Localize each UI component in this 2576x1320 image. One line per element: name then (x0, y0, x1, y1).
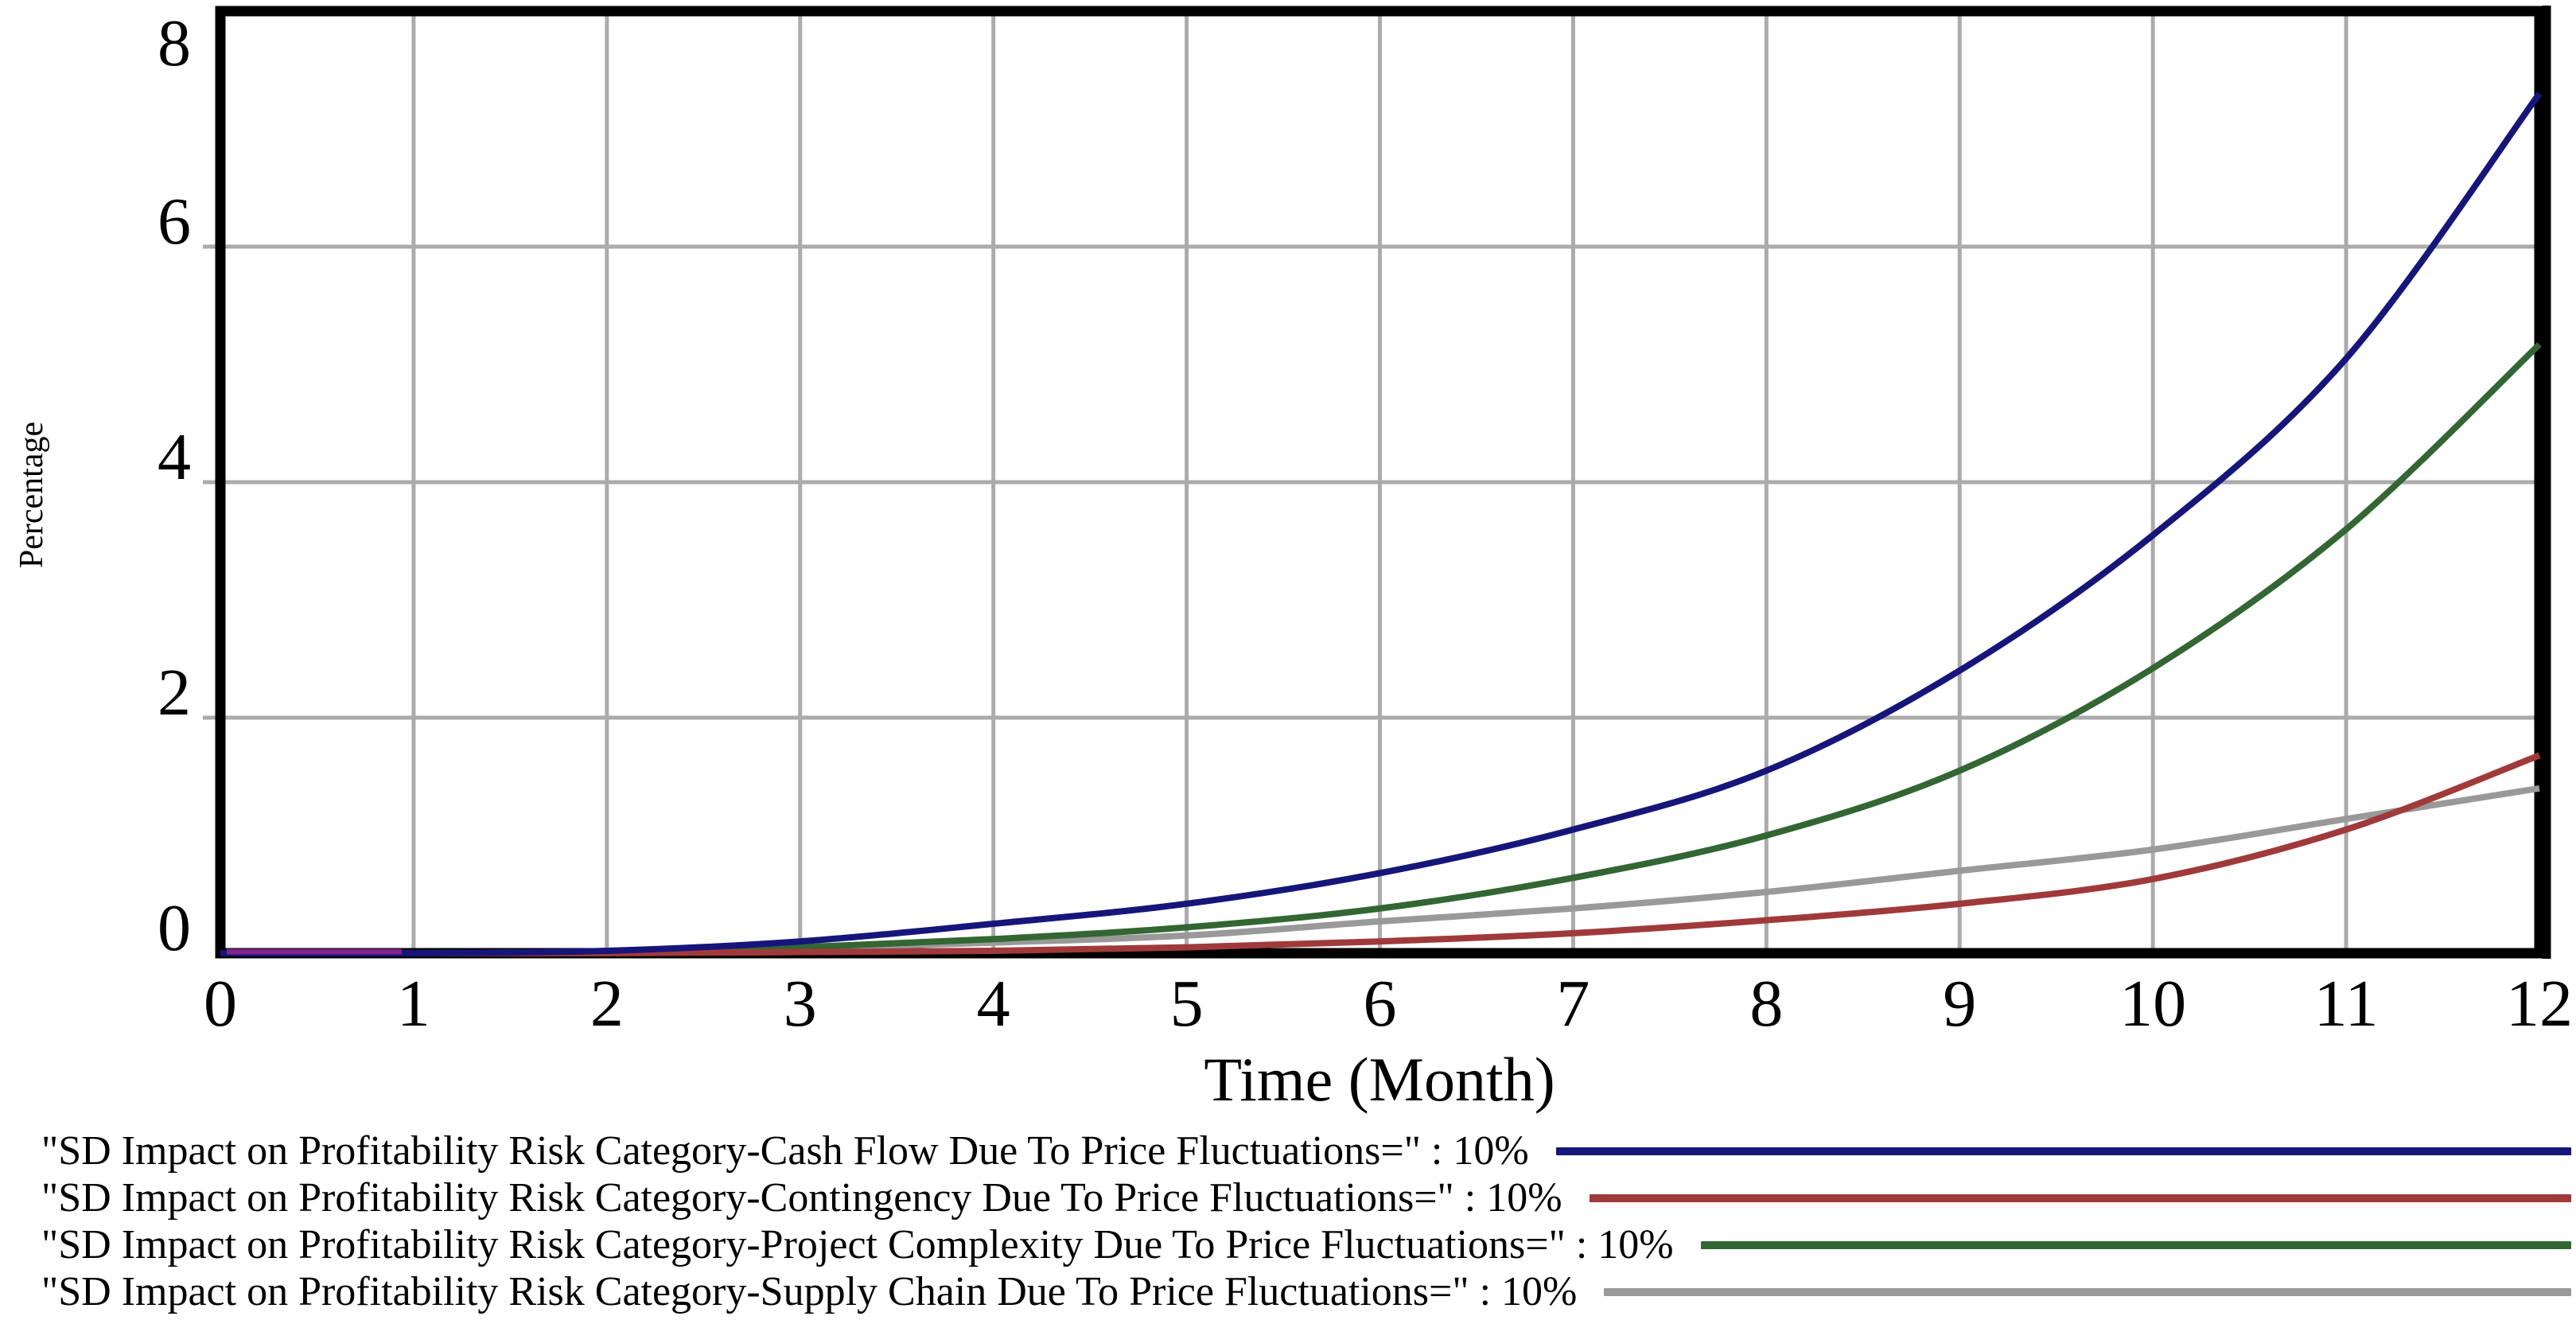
legend-label-supply-chain: "SD Impact on Profitability Risk Categor… (41, 1268, 1578, 1314)
legend-line-contingency (1589, 1193, 2571, 1202)
y-tick-label-0: 0 (158, 891, 191, 965)
x-tick-label-4: 4 (976, 967, 1010, 1041)
legend-row-cash-flow: "SD Impact on Profitability Risk Categor… (41, 1127, 2571, 1174)
y-tick-label-6: 6 (158, 185, 191, 259)
x-tick-label-10: 10 (2119, 967, 2187, 1041)
x-tick-label-11: 11 (2313, 967, 2379, 1041)
legend-row-contingency: "SD Impact on Profitability Risk Categor… (41, 1174, 2571, 1221)
legend-label-project-complexity: "SD Impact on Profitability Risk Categor… (41, 1221, 1674, 1267)
x-tick-label-6: 6 (1363, 967, 1397, 1041)
x-tick-label-2: 2 (590, 967, 624, 1041)
x-tick-label-3: 3 (783, 967, 817, 1041)
x-tick-label-0: 0 (204, 967, 237, 1041)
x-axis-title: Time (Month) (1204, 1045, 1555, 1114)
y-axis-title: Percentage (14, 421, 50, 569)
y-tick-label-8: 8 (158, 6, 191, 80)
x-tick-label-8: 8 (1749, 967, 1784, 1041)
x-tick-label-1: 1 (396, 967, 430, 1041)
legend-line-supply-chain (1604, 1287, 2571, 1296)
y-tick-label-4: 4 (158, 420, 191, 494)
legend-row-supply-chain: "SD Impact on Profitability Risk Categor… (41, 1268, 2571, 1315)
legend-label-cash-flow: "SD Impact on Profitability Risk Categor… (41, 1127, 1529, 1174)
x-tick-label-5: 5 (1169, 967, 1204, 1041)
legend-label-contingency: "SD Impact on Profitability Risk Categor… (41, 1174, 1562, 1221)
legend-line-cash-flow (1555, 1147, 2571, 1155)
plot-frame (215, 6, 2545, 959)
x-tick-label-7: 7 (1556, 967, 1590, 1041)
legend-line-project-complexity (1700, 1240, 2571, 1249)
legend: "SD Impact on Profitability Risk Categor… (41, 1127, 2571, 1315)
y-tick-label-2: 2 (158, 656, 191, 730)
x-tick-label-9: 9 (1943, 967, 1977, 1041)
legend-row-project-complexity: "SD Impact on Profitability Risk Categor… (41, 1221, 2571, 1268)
series-line-cash-flow (220, 92, 2543, 956)
x-tick-label-12: 12 (2506, 967, 2573, 1041)
